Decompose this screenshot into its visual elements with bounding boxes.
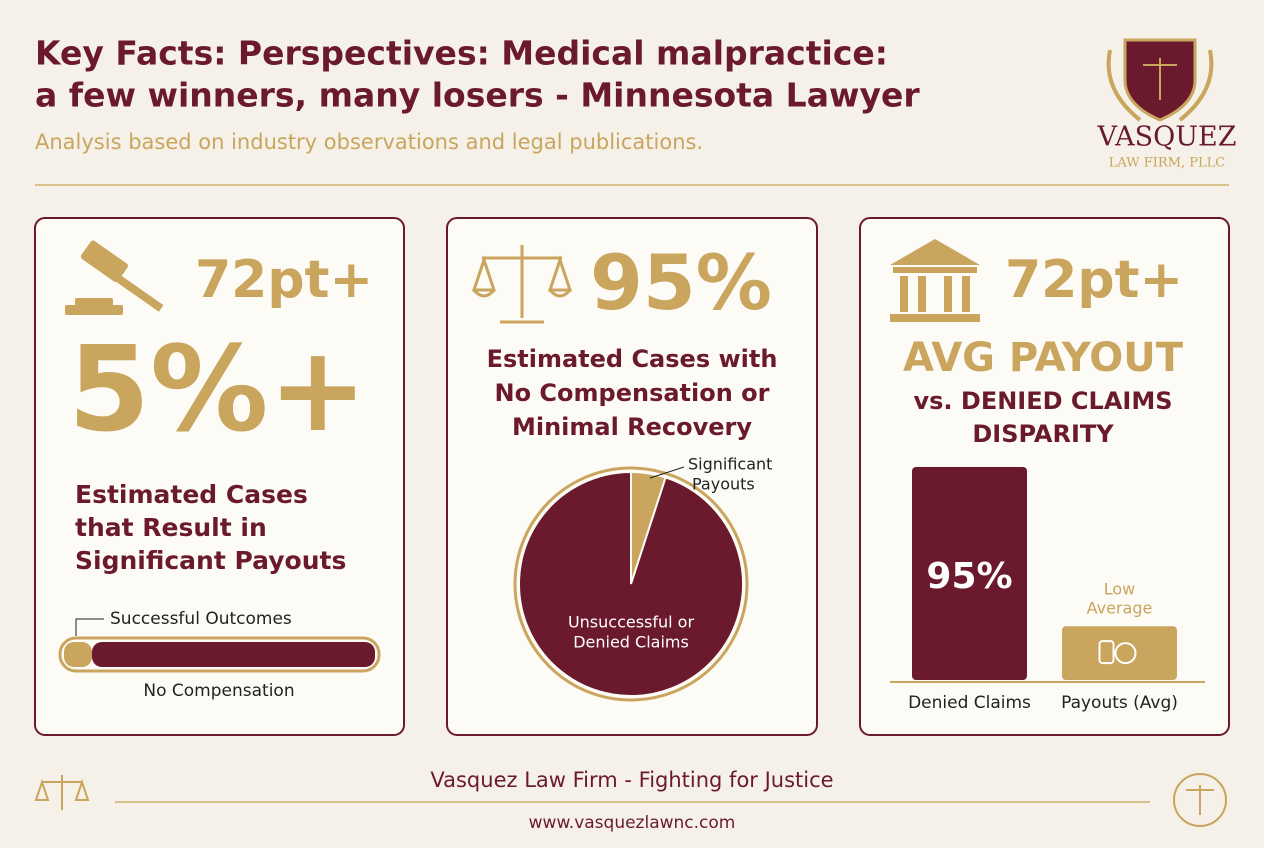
- pie-label: Denied Claims: [573, 633, 689, 652]
- tagline: Vasquez Law Firm - Fighting for Justice: [430, 768, 833, 792]
- pie-slice: [517, 470, 744, 697]
- pie-label: Unsuccessful or: [568, 613, 695, 632]
- bar: [1062, 626, 1177, 680]
- coin-stack: [1098, 640, 1115, 665]
- caption: No Compensation or: [494, 379, 769, 407]
- bar-note: Average: [1087, 599, 1153, 618]
- caption: Estimated Cases: [75, 480, 308, 509]
- logo-sub: LAW FIRM, PLLC: [1109, 156, 1226, 171]
- logo: VASQUEZ LAW FIRM, PLLC: [1096, 38, 1237, 171]
- subtitle: Analysis based on industry observations …: [35, 130, 703, 154]
- url: www.vasquezlawnc.com: [529, 813, 736, 833]
- logo-name: VASQUEZ: [1096, 122, 1236, 153]
- big-stat: 95%: [590, 238, 772, 327]
- caption: Significant Payouts: [75, 546, 346, 575]
- bar: [912, 467, 1027, 680]
- bar-note: Low: [1104, 580, 1136, 599]
- pie-label: Payouts: [692, 475, 755, 494]
- caption: that Result in: [75, 513, 267, 542]
- leader: [75, 618, 104, 636]
- leader: [649, 466, 685, 479]
- card: [34, 217, 405, 736]
- badge: 72pt+: [195, 250, 373, 310]
- caption: Minimal Recovery: [512, 413, 752, 441]
- bar-label: No Compensation: [143, 681, 294, 701]
- footer-icon: [34, 773, 1227, 827]
- pie-label: Significant: [688, 455, 772, 474]
- coin-icon: [1098, 640, 1137, 665]
- pie-ring: [513, 466, 749, 702]
- caption: DISPARITY: [972, 420, 1114, 448]
- bar-label: Denied Claims: [908, 693, 1031, 713]
- courthouse-icon: [890, 239, 980, 322]
- badge: 72pt+: [1005, 250, 1183, 310]
- value-label: 95%: [926, 556, 1012, 597]
- big-stat: 5%+: [68, 320, 367, 458]
- bar-label: Successful Outcomes: [110, 609, 292, 629]
- title: Key Facts: Perspectives: Medical malprac…: [35, 34, 888, 73]
- bar-segment: [64, 642, 92, 667]
- caption: Estimated Cases with: [487, 345, 778, 373]
- caption: vs. DENIED CLAIMS: [914, 387, 1173, 415]
- bar-segment: [91, 642, 376, 667]
- big-stat: AVG PAYOUT: [903, 335, 1184, 381]
- bar-frame: [58, 636, 381, 673]
- bar-label: Payouts (Avg): [1061, 693, 1178, 713]
- gavel-icon: [65, 240, 164, 315]
- coin: [1114, 642, 1137, 665]
- scales-icon: [471, 245, 573, 324]
- title: a few winners, many losers - Minnesota L…: [35, 76, 920, 115]
